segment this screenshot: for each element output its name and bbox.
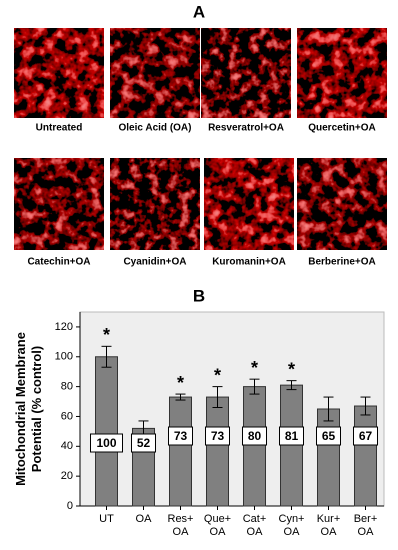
value-label: 52 <box>137 436 151 450</box>
micrograph <box>201 28 291 118</box>
y-axis-title-line: Potential (% control) <box>29 346 44 472</box>
bar <box>280 384 303 507</box>
x-tick-label-line: OA <box>284 526 301 538</box>
value-label-box <box>353 426 378 446</box>
image-label: Resveratrol+OA <box>208 123 284 134</box>
significance-marker: * <box>288 359 295 379</box>
micrograph <box>297 158 387 250</box>
error-bar <box>175 393 186 401</box>
bar <box>95 356 118 507</box>
x-tick-label-line: OA <box>136 513 153 525</box>
bar <box>206 396 229 507</box>
y-tick-label: 100 <box>55 351 73 363</box>
value-label: 100 <box>96 436 116 450</box>
x-tick-label-line: UT <box>99 513 114 525</box>
y-tick-label: 60 <box>61 410 73 422</box>
value-label-box <box>168 426 193 446</box>
image-label: Catechin+OA <box>27 257 90 268</box>
x-tick-label-line: OA <box>247 526 264 538</box>
image-label: Cyanidin+OA <box>123 257 186 268</box>
value-label: 81 <box>285 429 299 443</box>
x-tick-label-line: Ber+ <box>354 513 378 525</box>
error-bar <box>323 396 334 422</box>
y-tick-label: 20 <box>61 470 73 482</box>
y-tick-label: 0 <box>67 500 73 512</box>
x-tick-label-line: Cat+ <box>243 513 267 525</box>
x-tick-label-line: Res+ <box>168 513 194 525</box>
x-tick-label: Que+ OA <box>204 513 231 538</box>
y-axis-title: Mitochondrial MembranePotential (% contr… <box>13 332 44 486</box>
error-bar <box>286 380 297 391</box>
y-tick-label: 120 <box>55 321 73 333</box>
x-tick-label: Cat+ OA <box>243 513 267 538</box>
x-tick-label-line: OA <box>358 526 375 538</box>
micrograph <box>110 28 200 118</box>
image-label: Untreated <box>36 123 83 134</box>
micrograph <box>110 158 200 250</box>
significance-marker: * <box>214 365 221 385</box>
x-tick-label-line: OA <box>173 526 190 538</box>
value-label-box <box>205 426 230 446</box>
significance-marker: * <box>177 373 184 393</box>
image-label: Oleic Acid (OA) <box>119 123 192 134</box>
x-tick-label-line: OA <box>210 526 227 538</box>
x-tick-label: Ber+ OA <box>354 513 378 538</box>
panel-label: A <box>193 2 205 21</box>
micrograph <box>14 28 104 118</box>
value-label: 73 <box>174 429 188 443</box>
y-axis-title-line: Mitochondrial Membrane <box>13 332 28 486</box>
y-tick-label: 80 <box>61 381 73 393</box>
x-tick-label: Kur+ OA <box>317 513 341 538</box>
error-bar <box>101 345 112 368</box>
x-tick-label: OA <box>136 513 153 525</box>
x-tick-label-line: Que+ <box>204 513 231 525</box>
image-label: Quercetin+OA <box>308 123 376 134</box>
x-tick-label-line: OA <box>321 526 338 538</box>
x-tick-label: Cyn+ OA <box>279 513 305 538</box>
value-label: 80 <box>248 429 262 443</box>
error-bar <box>212 386 223 409</box>
panel-label: B <box>193 286 205 305</box>
bar <box>243 386 266 507</box>
value-label-box <box>90 433 123 453</box>
value-label-box <box>242 426 267 446</box>
error-bar <box>249 378 260 395</box>
x-tick-label-line: Kur+ <box>317 513 341 525</box>
micrograph <box>204 158 294 250</box>
value-label-box <box>131 433 156 453</box>
value-label: 73 <box>211 429 225 443</box>
value-label: 67 <box>359 429 373 443</box>
y-tick-label: 40 <box>61 440 73 452</box>
value-label: 65 <box>322 429 336 443</box>
image-label: Berberine+OA <box>308 257 376 268</box>
value-label-box <box>279 426 304 446</box>
significance-marker: * <box>251 358 258 378</box>
bar <box>354 405 377 507</box>
bar <box>169 396 192 507</box>
micrograph <box>14 158 104 250</box>
x-tick-label: UT <box>99 513 114 525</box>
value-label-box <box>316 426 341 446</box>
significance-marker: * <box>103 325 110 345</box>
x-tick-label: Res+ OA <box>168 513 194 538</box>
error-bar <box>360 396 371 416</box>
micrograph <box>297 28 387 118</box>
x-tick-label-line: Cyn+ <box>279 513 305 525</box>
bar <box>317 408 340 507</box>
image-label: Kuromanin+OA <box>212 257 286 268</box>
